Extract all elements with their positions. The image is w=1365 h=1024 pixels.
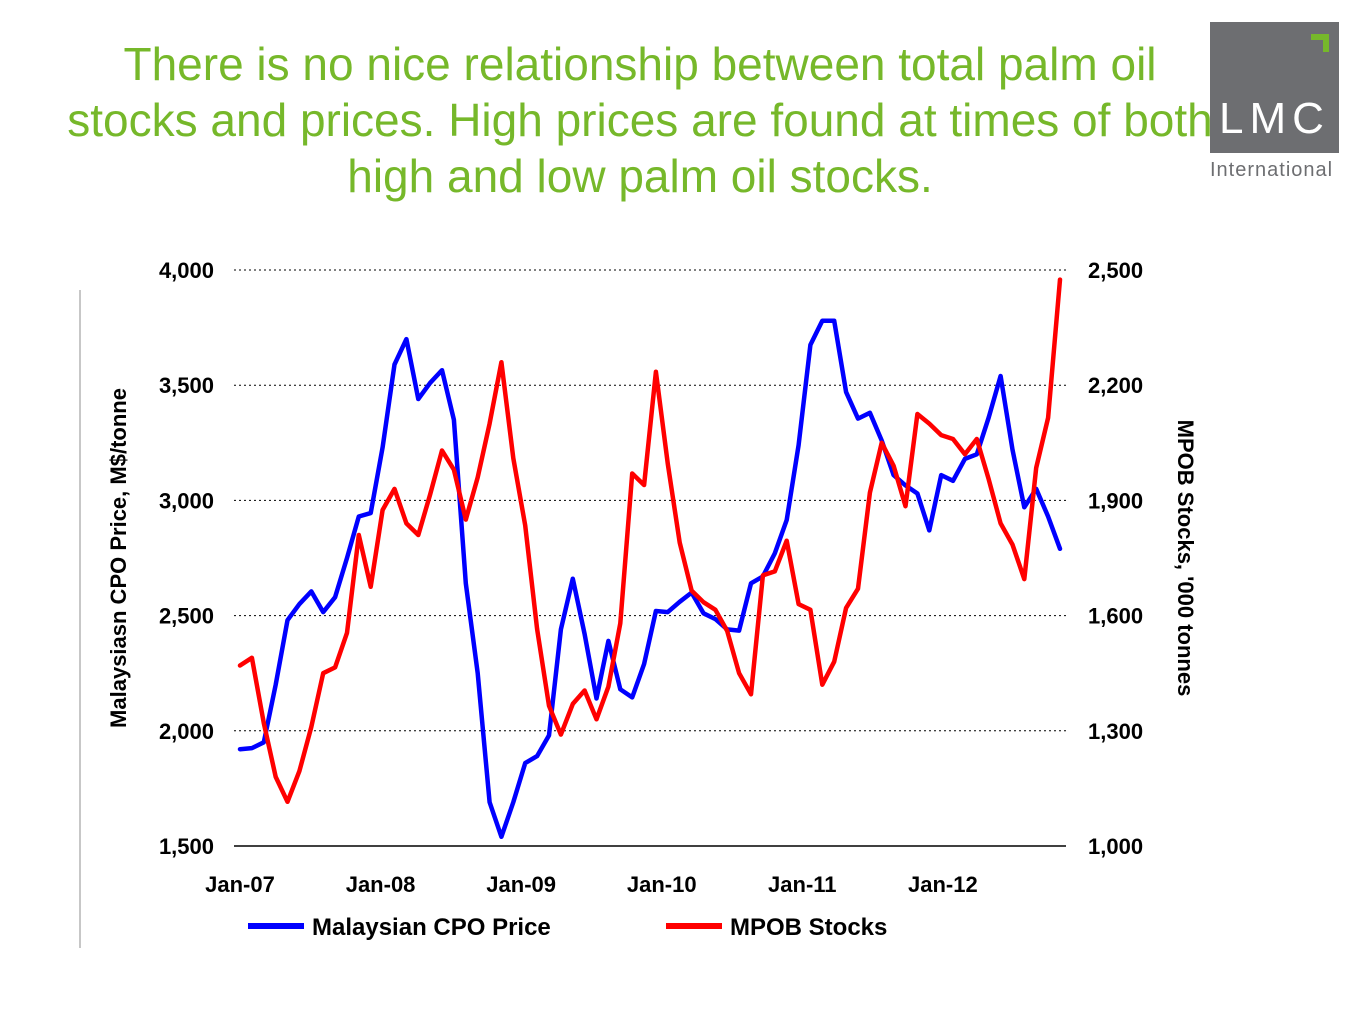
series-line-mpob-stocks bbox=[237, 277, 1063, 805]
legend-label: MPOB Stocks bbox=[730, 914, 887, 941]
series-line-malaysian-cpo-price bbox=[237, 318, 1063, 840]
lmc-logo: LMC bbox=[1210, 22, 1339, 153]
right-tick-label: 1,300 bbox=[1088, 719, 1143, 744]
gridlines bbox=[234, 269, 1066, 732]
logo-subtext: International bbox=[1210, 159, 1334, 181]
series-lines bbox=[237, 277, 1063, 840]
right-tick-label: 1,900 bbox=[1088, 488, 1143, 513]
y-axis-left-title: Malaysiasn CPO Price, M$/tonne bbox=[106, 388, 131, 728]
left-tick-label: 3,500 bbox=[159, 373, 214, 398]
x-tick-label: Jan-10 bbox=[627, 872, 697, 897]
x-tick-label: Jan-12 bbox=[908, 872, 978, 897]
x-tick-label: Jan-11 bbox=[768, 872, 837, 897]
left-tick-label: 3,000 bbox=[159, 488, 214, 513]
logo-text: LMC bbox=[1219, 94, 1330, 143]
left-tick-label: 2,000 bbox=[159, 719, 214, 744]
x-tick-label: Jan-09 bbox=[486, 872, 556, 897]
right-tick-label: 1,600 bbox=[1088, 604, 1143, 629]
slide-title: There is no nice relationship between to… bbox=[67, 38, 1213, 202]
y-axis-right-title: MPOB Stocks, '000 tonnes bbox=[1173, 420, 1198, 697]
left-tick-label: 4,000 bbox=[159, 258, 214, 283]
right-tick-label: 2,200 bbox=[1088, 373, 1143, 398]
slide-divider bbox=[79, 290, 81, 948]
left-tick-label: 1,500 bbox=[159, 834, 214, 859]
chart-legend: Malaysian CPO Price MPOB Stocks bbox=[248, 914, 887, 941]
left-axis-ticks: 1,500 2,000 2,500 3,000 3,500 4,000 bbox=[159, 258, 214, 859]
corner-mark-icon bbox=[1311, 34, 1329, 52]
legend-label: Malaysian CPO Price bbox=[312, 914, 551, 941]
right-tick-label: 2,500 bbox=[1088, 258, 1143, 283]
left-tick-label: 2,500 bbox=[159, 604, 214, 629]
x-tick-label: Jan-07 bbox=[205, 872, 275, 897]
x-axis-ticks: Jan-07 Jan-08 Jan-09 Jan-10 Jan-11 Jan-12 bbox=[205, 872, 978, 897]
right-tick-label: 1,000 bbox=[1088, 834, 1143, 859]
right-axis-ticks: 1,000 1,300 1,600 1,900 2,200 2,500 bbox=[1088, 258, 1143, 859]
x-tick-label: Jan-08 bbox=[346, 872, 416, 897]
